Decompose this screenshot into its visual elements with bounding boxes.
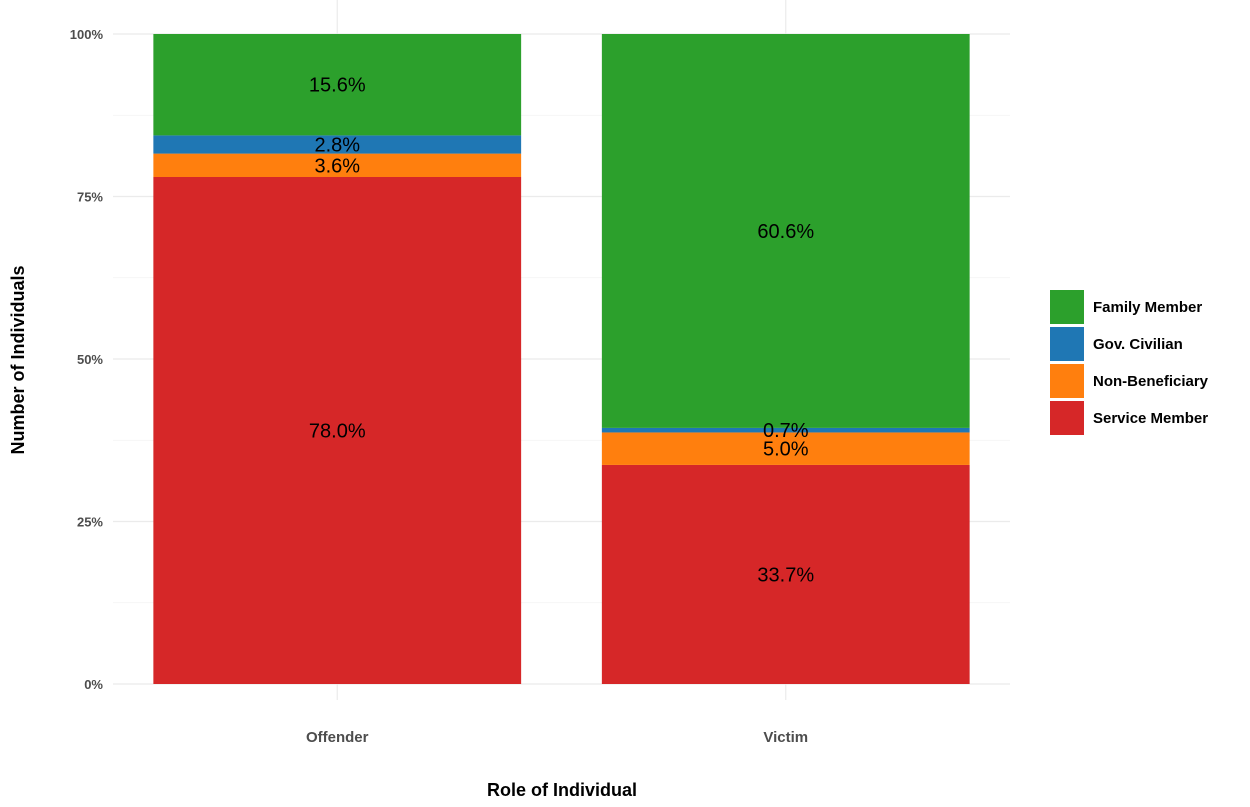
bar-segment-victim-non-beneficiary	[601, 432, 970, 465]
data-label: 33.7%	[757, 564, 814, 586]
legend-key	[1050, 327, 1084, 361]
legend-label: Service Member	[1093, 410, 1208, 427]
y-tick-label: 100%	[70, 27, 104, 42]
data-label: 15.6%	[309, 75, 366, 97]
bars	[153, 34, 970, 684]
bar-segment-victim-service-member	[601, 464, 970, 684]
y-tick-label: 50%	[77, 352, 103, 367]
x-tick-label: Offender	[306, 729, 369, 746]
bar-segment-offender-family-member	[153, 34, 522, 136]
bar-segment-offender-gov-civilian	[153, 135, 522, 154]
legend: Family Member Gov. Civilian Non-Beneficiar…	[1050, 290, 1209, 435]
x-tick-labels: Offender Victim	[306, 729, 808, 746]
y-axis-title: Number of Individuals	[8, 265, 28, 454]
data-label: 0.7%	[763, 420, 809, 442]
x-axis-title: Role of Individual	[487, 780, 637, 800]
data-label: 60.6%	[757, 221, 814, 243]
y-tick-label: 75%	[77, 190, 103, 205]
x-tick-label: Victim	[763, 729, 808, 746]
y-tick-labels: 0% 25% 50% 75% 100%	[70, 27, 104, 692]
bar-segment-victim-family-member	[601, 34, 970, 428]
legend-label: Family Member	[1093, 299, 1202, 316]
data-label: 2.8%	[314, 135, 360, 157]
data-label: 78.0%	[309, 421, 366, 443]
legend-key	[1050, 364, 1084, 398]
bar-segment-offender-non-beneficiary	[153, 153, 522, 177]
bar-segment-victim-gov-civilian	[601, 427, 970, 433]
legend-label: Gov. Civilian	[1093, 336, 1183, 353]
segment-labels: 78.0% 3.6%2.8% 15.6% 33.7% 5.0%0.7% 60.6%	[309, 75, 814, 587]
data-label: 5.0%	[763, 439, 809, 461]
legend-key	[1050, 290, 1084, 324]
legend-key	[1050, 401, 1084, 435]
legend-label: Non-Beneficiary	[1093, 373, 1209, 390]
data-label: 3.6%	[314, 155, 360, 177]
bar-segment-offender-service-member	[153, 177, 522, 684]
y-tick-label: 0%	[84, 677, 103, 692]
y-tick-label: 25%	[77, 515, 103, 530]
